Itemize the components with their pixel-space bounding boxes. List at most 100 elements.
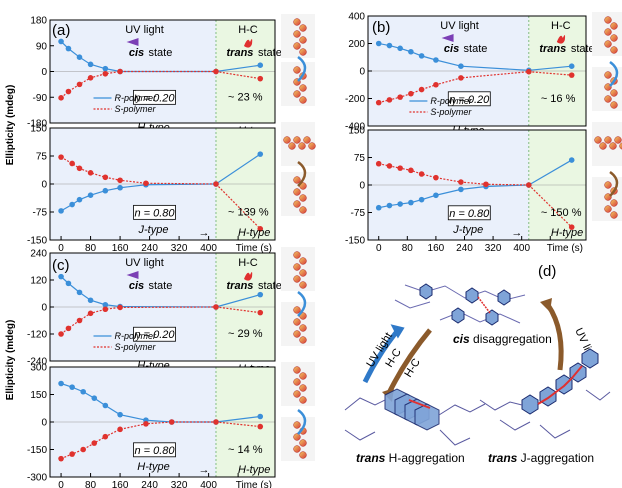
s-series-point bbox=[69, 160, 75, 167]
s-series-point bbox=[397, 94, 403, 100]
xtick-label: 320 bbox=[485, 243, 502, 254]
chart-a-bottom: -150 -75 0 75 150 0 80 160 240 320 400 Time (s) n = … bbox=[27, 124, 276, 254]
n-label: n = 0.80 bbox=[134, 445, 175, 457]
s-series-point bbox=[458, 179, 464, 185]
helix-bg bbox=[592, 122, 622, 166]
s-series-point bbox=[257, 226, 264, 232]
helix-icon bbox=[281, 247, 315, 291]
xtick-label: 0 bbox=[376, 243, 382, 254]
s-series-point bbox=[213, 68, 219, 75]
flame-icon bbox=[243, 38, 253, 48]
trans-j-chains bbox=[479, 389, 611, 439]
r-series-point bbox=[76, 54, 83, 60]
cis-state-word: state bbox=[464, 43, 488, 55]
helix-bead bbox=[293, 421, 301, 429]
helix-bead bbox=[283, 136, 291, 144]
r-series-tail bbox=[215, 153, 261, 185]
legend-s-label: S-polymer bbox=[430, 107, 472, 117]
hc-label: H-C bbox=[238, 257, 258, 269]
helix-bead bbox=[293, 445, 301, 453]
ytick-label: 90 bbox=[36, 41, 48, 52]
r-series-point bbox=[458, 63, 464, 69]
s-series-point bbox=[91, 440, 98, 446]
xtick-label: 160 bbox=[112, 480, 129, 488]
s-series-point bbox=[213, 419, 219, 425]
y-axis-label-c: Ellipticity (mdeg) bbox=[5, 320, 16, 401]
s-series-point bbox=[102, 174, 109, 181]
helix-bead bbox=[299, 281, 307, 289]
xtick-label: 80 bbox=[85, 243, 97, 254]
flame-icon bbox=[556, 34, 566, 44]
helix-bead bbox=[299, 194, 307, 202]
panel-d-illustration: (d) cis disaggregation UV light H-C H-C … bbox=[344, 263, 611, 465]
helix-bead bbox=[299, 336, 307, 344]
cis-state-label: cis bbox=[129, 47, 144, 59]
ytick-label: 75 bbox=[354, 153, 366, 164]
s-series-tail bbox=[215, 421, 261, 428]
helix-bead bbox=[604, 181, 612, 189]
s-series-point bbox=[168, 419, 175, 425]
helix-bead bbox=[610, 22, 618, 30]
s-series-point bbox=[143, 421, 149, 427]
helix-bead bbox=[610, 34, 618, 42]
helix-bead bbox=[604, 136, 612, 144]
ytick-label: -300 bbox=[27, 473, 47, 484]
s-series-point bbox=[568, 72, 575, 78]
r-series-point bbox=[102, 301, 109, 308]
s-series-point bbox=[76, 81, 83, 88]
trans-j-caption: trans J-aggregation bbox=[488, 451, 594, 465]
s-series-point bbox=[87, 170, 94, 176]
s-series-point bbox=[58, 331, 64, 337]
helix-icon bbox=[281, 172, 315, 216]
r-series-point bbox=[102, 402, 109, 409]
s-series-line bbox=[378, 71, 529, 104]
s-series-point bbox=[397, 165, 403, 171]
trans-h-chains bbox=[344, 397, 486, 446]
transition-arrow bbox=[297, 290, 307, 317]
trans-state-word: state bbox=[258, 47, 282, 59]
ytick-label: -75 bbox=[33, 208, 48, 219]
s-series-point bbox=[213, 304, 219, 310]
r-series-point bbox=[69, 384, 75, 390]
trans-h-stack bbox=[384, 388, 440, 431]
helix-illustrations bbox=[281, 12, 622, 461]
y-axis-label-ab: Ellipticity (mdeg) bbox=[5, 85, 16, 166]
r-series-point bbox=[418, 53, 425, 59]
r-series-point bbox=[91, 395, 98, 401]
s-series-point bbox=[76, 165, 83, 172]
panel-d-letter: (d) bbox=[538, 263, 556, 280]
r-series-point bbox=[257, 291, 264, 298]
uv-light-label: UV light bbox=[125, 24, 164, 36]
s-series-point bbox=[257, 75, 264, 82]
r-series-point bbox=[568, 63, 575, 69]
helix-bead bbox=[293, 18, 301, 26]
x-axis-label: Time (s) bbox=[236, 243, 272, 254]
xtick-label: 320 bbox=[171, 480, 188, 488]
helix-icon bbox=[281, 302, 315, 346]
r-series-point bbox=[375, 40, 382, 47]
helix-bead bbox=[293, 66, 301, 74]
helix-bead bbox=[293, 275, 301, 283]
percent-label: ~ 139 % bbox=[228, 206, 269, 218]
helix-bead bbox=[609, 142, 617, 150]
r-series-tail bbox=[215, 294, 261, 308]
xtick-label: 160 bbox=[112, 243, 129, 254]
r-series-point bbox=[102, 187, 109, 194]
s-series-point bbox=[458, 75, 464, 81]
ytick-label: -150 bbox=[27, 236, 47, 247]
xtick-label: 320 bbox=[171, 243, 188, 254]
helix-icon bbox=[281, 122, 316, 166]
ytick-label: 240 bbox=[30, 249, 47, 260]
uv-lamp-icon bbox=[126, 38, 139, 46]
r-series-point bbox=[65, 45, 72, 52]
s-series-point bbox=[526, 68, 532, 75]
s-series-point bbox=[117, 177, 123, 184]
panel-letter: (c) bbox=[52, 257, 70, 274]
helix-bead bbox=[293, 90, 301, 98]
helix-bead bbox=[293, 136, 301, 144]
r-series-point bbox=[80, 388, 86, 395]
line-plots: -180 -90 0 90 180 (a) n = 0.20 ~ 23 % H-type → H-t… bbox=[27, 12, 595, 488]
helix-icon bbox=[281, 14, 315, 58]
